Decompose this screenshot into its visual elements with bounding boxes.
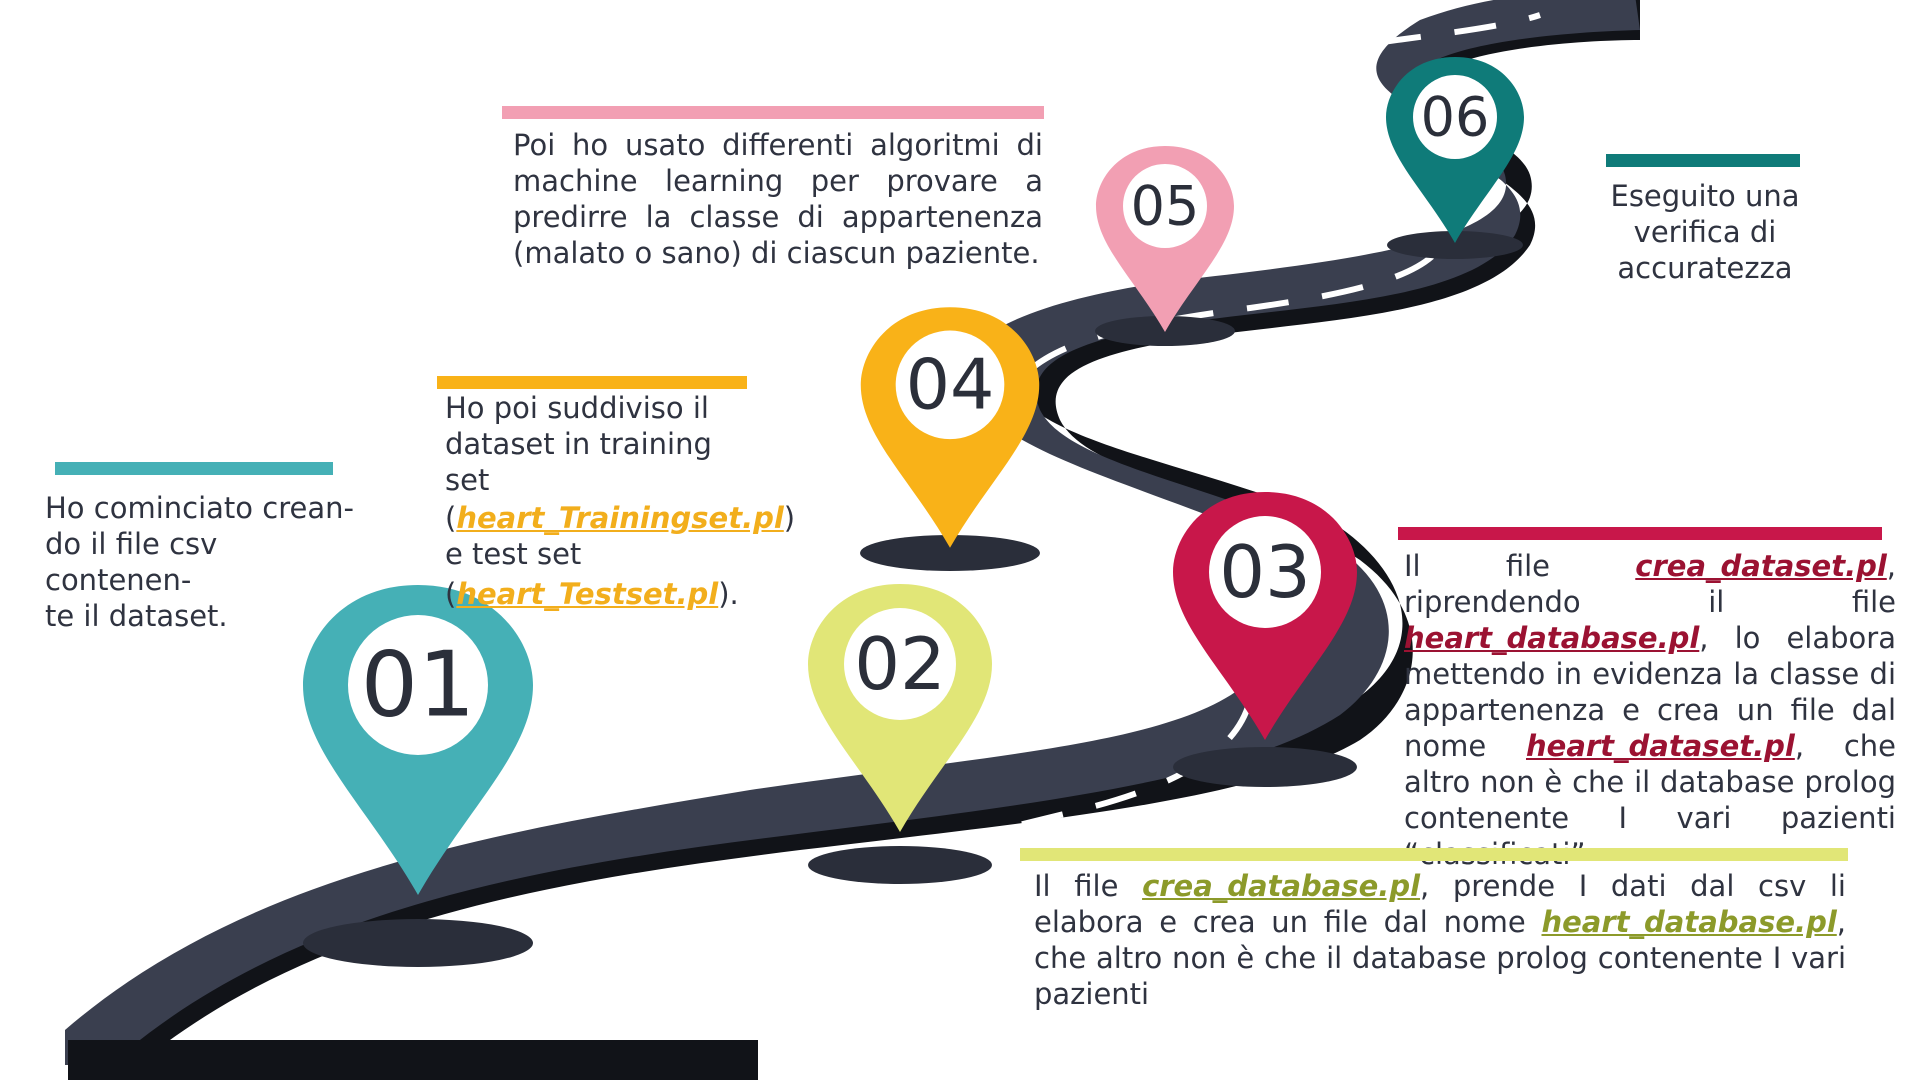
step-02-text: Il file crea_database.pl, prende I dati … [1022, 868, 1858, 1012]
step-03-accent-bar [1398, 527, 1882, 540]
step-04-line-3: (heart_Trainingset.pl) [445, 500, 795, 536]
step-06-text: Eseguito una verifica di accuratezza [1610, 179, 1800, 285]
step-04-accent-bar [437, 376, 747, 389]
step-04-line-4: e test set [445, 537, 582, 571]
pin-06-number: 06 [1421, 86, 1490, 149]
road-base [68, 1040, 758, 1080]
file-heart-testset-link[interactable]: heart_Testset.pl [456, 577, 719, 611]
step-01-line-1: Ho cominciato crean- [45, 491, 354, 525]
step-04-line-1: Ho poi suddiviso il [445, 391, 709, 425]
step-04-line-2: dataset in training set [445, 427, 712, 497]
pin-05-number: 05 [1131, 175, 1200, 238]
paren-open: ( [445, 577, 457, 611]
pin-05: 05 [1096, 146, 1234, 332]
pin-03-shadow [1173, 747, 1357, 787]
pin-02-shadow [808, 846, 992, 884]
file-heart-dataset-link[interactable]: heart_dataset.pl [1526, 729, 1795, 763]
step-02-accent-bar [1020, 848, 1848, 861]
pin-03: 03 [1173, 492, 1357, 740]
file-heart-database-link-2[interactable]: heart_database.pl [1541, 905, 1837, 939]
file-heart-trainingset-link[interactable]: heart_Trainingset.pl [456, 501, 784, 535]
pin-04: 04 [860, 307, 1040, 548]
paren-open: ( [445, 501, 457, 535]
pin-03-number: 03 [1219, 530, 1311, 614]
pin-06-shadow [1387, 231, 1523, 259]
step-06-accent-bar [1606, 154, 1800, 167]
file-heart-database-link[interactable]: heart_database.pl [1404, 621, 1700, 655]
pin-04-shadow [860, 535, 1040, 571]
paren-close: ) [783, 501, 796, 535]
step-04-text: Ho poi suddiviso il dataset in training … [445, 390, 795, 612]
file-crea-dataset-link[interactable]: crea_dataset.pl [1635, 549, 1887, 583]
step-05-accent-bar [502, 106, 1044, 119]
step-01-accent-bar [55, 462, 333, 475]
step-01-line-2: do il file csv contenen- [45, 527, 218, 597]
step-05-text: Poi ho usato differenti algoritmi di mac… [513, 128, 1043, 270]
pin-04-number: 04 [906, 344, 995, 425]
file-crea-database-link[interactable]: crea_database.pl [1142, 869, 1421, 903]
pin-01-shadow [303, 919, 533, 967]
pin-06: 06 [1386, 57, 1524, 243]
step-01-line-3: te il dataset. [45, 599, 228, 633]
pin-02-number: 02 [854, 622, 946, 706]
road-center-line [504, 12, 1541, 953]
pin-01-number: 01 [361, 633, 476, 738]
step-03-text: Il file crea_dataset.pl, riprendendo il … [1404, 549, 1896, 871]
road-surface [65, 0, 1640, 1065]
paren-close: ). [718, 577, 739, 611]
step-04-line-5: (heart_Testset.pl). [445, 576, 765, 612]
step-01-text: Ho cominciato crean- do il file csv cont… [45, 490, 365, 634]
pin-01: 01 [303, 585, 533, 895]
pin-02: 02 [808, 584, 992, 832]
